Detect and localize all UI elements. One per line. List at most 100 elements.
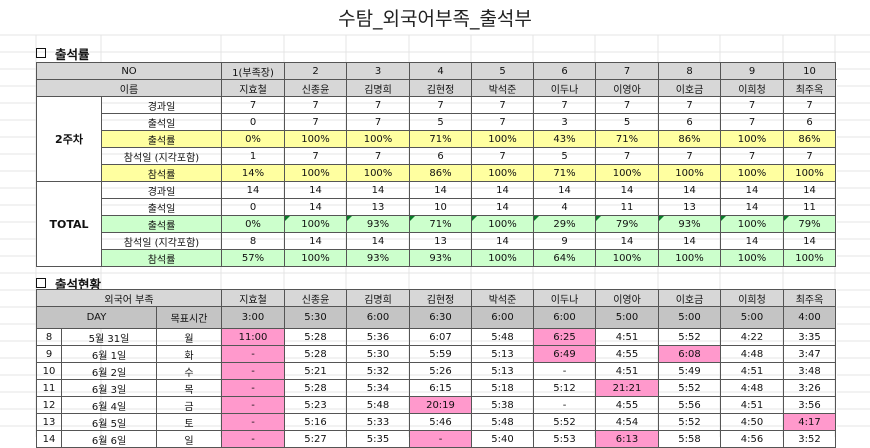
time-cell[interactable]: 6:49 bbox=[533, 345, 596, 363]
blank-cell[interactable] bbox=[835, 413, 837, 431]
data-cell[interactable]: 100% bbox=[658, 249, 721, 267]
time-cell[interactable]: 5:34 bbox=[346, 379, 410, 397]
time-cell[interactable]: 6:25 bbox=[533, 328, 596, 346]
data-cell[interactable]: 7 bbox=[595, 96, 659, 114]
data-cell[interactable]: 86% bbox=[658, 130, 721, 148]
data-cell[interactable]: 14 bbox=[595, 181, 659, 199]
data-cell[interactable]: 100% bbox=[346, 130, 410, 148]
data-cell[interactable]: 71% bbox=[595, 130, 659, 148]
data-cell[interactable]: 0 bbox=[221, 113, 285, 131]
data-cell[interactable]: 100% bbox=[720, 130, 784, 148]
date-cell[interactable]: 6월 2일 bbox=[61, 362, 157, 380]
time-cell[interactable]: 5:46 bbox=[409, 413, 472, 431]
time-cell[interactable]: 3:35 bbox=[783, 328, 836, 346]
blank-cell[interactable] bbox=[835, 289, 837, 307]
row-label[interactable]: 참석일 (지각포함) bbox=[101, 232, 222, 250]
target-time[interactable]: 5:00 bbox=[595, 306, 659, 329]
data-cell[interactable]: 5 bbox=[409, 113, 472, 131]
data-cell[interactable]: 7 bbox=[720, 147, 784, 165]
time-cell[interactable]: 5:18 bbox=[471, 379, 534, 397]
time-cell[interactable]: 21:21 bbox=[595, 379, 659, 397]
data-cell[interactable]: 93% bbox=[658, 215, 721, 233]
time-cell[interactable]: 5:33 bbox=[346, 413, 410, 431]
data-cell[interactable]: 6 bbox=[658, 113, 721, 131]
blank-cell[interactable] bbox=[835, 215, 837, 233]
time-cell[interactable]: 5:16 bbox=[284, 413, 347, 431]
time-cell[interactable]: - bbox=[533, 362, 596, 380]
blank-cell[interactable] bbox=[835, 181, 837, 199]
data-cell[interactable]: 7 bbox=[783, 96, 836, 114]
data-cell[interactable]: 11 bbox=[783, 198, 836, 216]
blank-cell[interactable] bbox=[835, 79, 837, 97]
blank-cell[interactable] bbox=[835, 396, 837, 414]
time-cell[interactable]: 3:26 bbox=[783, 379, 836, 397]
data-cell[interactable]: 14 bbox=[720, 198, 784, 216]
target-time[interactable]: 6:00 bbox=[471, 306, 534, 329]
target-time[interactable]: 3:00 bbox=[221, 306, 285, 329]
data-cell[interactable]: 100% bbox=[595, 164, 659, 182]
blank-cell[interactable] bbox=[835, 198, 837, 216]
data-cell[interactable]: 14 bbox=[720, 232, 784, 250]
weekday-cell[interactable]: 월 bbox=[156, 328, 222, 346]
time-cell[interactable]: - bbox=[221, 413, 285, 431]
data-cell[interactable]: 71% bbox=[533, 164, 596, 182]
member-number[interactable]: 10 bbox=[783, 62, 836, 80]
weekday-cell[interactable]: 토 bbox=[156, 413, 222, 431]
data-cell[interactable]: 6 bbox=[783, 113, 836, 131]
data-cell[interactable]: 14 bbox=[595, 232, 659, 250]
data-cell[interactable]: 14 bbox=[658, 232, 721, 250]
time-cell[interactable]: 4:51 bbox=[720, 362, 784, 380]
data-cell[interactable]: 14 bbox=[658, 181, 721, 199]
time-cell[interactable]: - bbox=[221, 396, 285, 414]
data-cell[interactable]: 7 bbox=[284, 113, 347, 131]
data-cell[interactable]: 14 bbox=[284, 232, 347, 250]
time-cell[interactable]: - bbox=[533, 396, 596, 414]
target-header[interactable]: 목표시간 bbox=[156, 306, 222, 329]
time-cell[interactable]: 5:58 bbox=[658, 430, 721, 448]
day-number[interactable]: 12 bbox=[36, 396, 62, 414]
data-cell[interactable]: 9 bbox=[533, 232, 596, 250]
data-cell[interactable]: 100% bbox=[346, 164, 410, 182]
data-cell[interactable]: 100% bbox=[720, 249, 784, 267]
data-cell[interactable]: 100% bbox=[783, 164, 836, 182]
data-cell[interactable]: 93% bbox=[346, 215, 410, 233]
time-cell[interactable]: 3:52 bbox=[783, 430, 836, 448]
data-cell[interactable]: 13 bbox=[658, 198, 721, 216]
time-cell[interactable]: 5:40 bbox=[471, 430, 534, 448]
group-label[interactable]: 2주차 bbox=[36, 96, 102, 182]
data-cell[interactable]: 3 bbox=[533, 113, 596, 131]
date-cell[interactable]: 6월 5일 bbox=[61, 413, 157, 431]
member-name[interactable]: 이영아 bbox=[595, 289, 659, 307]
data-cell[interactable]: 14 bbox=[409, 181, 472, 199]
time-cell[interactable]: 5:48 bbox=[471, 328, 534, 346]
date-cell[interactable]: 5월 31일 bbox=[61, 328, 157, 346]
time-cell[interactable]: 5:36 bbox=[346, 328, 410, 346]
data-cell[interactable]: 14 bbox=[783, 181, 836, 199]
time-cell[interactable]: 5:23 bbox=[284, 396, 347, 414]
data-cell[interactable]: 7 bbox=[346, 113, 410, 131]
data-cell[interactable]: 100% bbox=[658, 164, 721, 182]
data-cell[interactable]: 7 bbox=[284, 147, 347, 165]
member-name[interactable]: 신종윤 bbox=[284, 79, 347, 97]
data-cell[interactable]: 71% bbox=[409, 215, 472, 233]
data-cell[interactable]: 4 bbox=[533, 198, 596, 216]
time-cell[interactable]: 5:13 bbox=[471, 362, 534, 380]
data-cell[interactable]: 100% bbox=[471, 215, 534, 233]
data-cell[interactable]: 14 bbox=[221, 181, 285, 199]
day-number[interactable]: 8 bbox=[36, 328, 62, 346]
date-cell[interactable]: 6월 6일 bbox=[61, 430, 157, 448]
data-cell[interactable]: 14 bbox=[346, 181, 410, 199]
member-name[interactable]: 박석준 bbox=[471, 289, 534, 307]
row-label[interactable]: 출석률 bbox=[101, 130, 222, 148]
day-number[interactable]: 10 bbox=[36, 362, 62, 380]
blank-cell[interactable] bbox=[835, 147, 837, 165]
name-header[interactable]: 이름 bbox=[36, 79, 222, 97]
target-time[interactable]: 5:30 bbox=[284, 306, 347, 329]
blank-cell[interactable] bbox=[835, 232, 837, 250]
data-cell[interactable]: 7 bbox=[658, 147, 721, 165]
no-header[interactable]: NO bbox=[36, 62, 222, 80]
data-cell[interactable]: 1 bbox=[221, 147, 285, 165]
data-cell[interactable]: 14 bbox=[471, 181, 534, 199]
data-cell[interactable]: 100% bbox=[284, 130, 347, 148]
data-cell[interactable]: 71% bbox=[409, 130, 472, 148]
